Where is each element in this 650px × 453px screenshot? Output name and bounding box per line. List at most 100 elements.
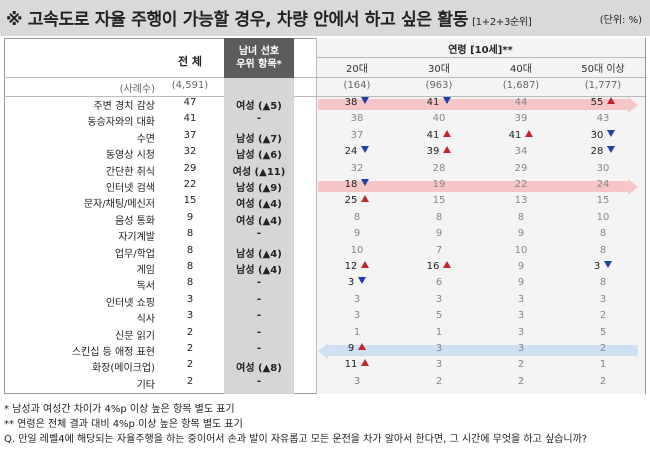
highlight-band-red: [318, 99, 628, 110]
sample-divider-left: [4, 96, 224, 97]
age-value: 7: [435, 244, 443, 256]
table-row: 간단한 취식 29 여성 (▲11) 32 28 29 30: [0, 163, 650, 178]
age-value: 3: [353, 293, 361, 305]
table-row: 인터넷 검색 22 남성 (▲9) 18 19 22 24: [0, 179, 650, 194]
activity-label: 수면: [136, 133, 155, 145]
activity-label: 신문 읽기: [115, 330, 155, 342]
gender-column-bg: [224, 38, 294, 394]
gender-preference: 여성 (▲5): [236, 101, 282, 112]
header-divider-right: [294, 77, 645, 78]
sample-age-value: (1,687): [502, 80, 540, 91]
age-value: 10: [514, 244, 528, 256]
gender-preference: -: [256, 326, 262, 338]
age-value-cell: 8: [562, 277, 644, 288]
age-value-cell: 2: [398, 376, 480, 387]
activity-label: 기타: [136, 379, 155, 391]
gender-preference: 남성 (▲6): [236, 150, 282, 162]
down-triangle-icon: [607, 129, 616, 137]
activity-label: 인터넷 검색: [105, 183, 155, 194]
age-value-cell: 19: [398, 179, 480, 190]
down-triangle-icon: [361, 146, 370, 154]
age-value-cell: 18: [316, 179, 398, 190]
age-value: 2: [599, 375, 607, 387]
age-column-header: 20대: [346, 64, 368, 75]
age-value: 9: [353, 228, 361, 240]
activity-label: 업무/학업: [114, 248, 155, 260]
age-value: 32: [350, 162, 364, 174]
age-value-cell: 7: [398, 245, 480, 256]
gender-preference: -: [256, 310, 262, 322]
activity-label: 게임: [136, 265, 155, 276]
age-value: 8: [353, 211, 361, 223]
age-value-cell: 24: [562, 179, 644, 190]
gender-preference: 여성 (▲4): [236, 215, 282, 227]
activity-label: 인터넷 쇼핑: [105, 297, 155, 309]
gender-preference: 남성 (▲4): [236, 248, 282, 260]
age-value: 3: [517, 326, 525, 338]
total-value: 37: [183, 129, 197, 141]
age-value-cell: 1: [398, 327, 480, 338]
gender-header-line1: 남녀 선호: [238, 46, 280, 57]
total-value: 2: [186, 359, 194, 371]
age-value: 2: [517, 375, 525, 387]
age-value-cell: 38: [316, 97, 398, 108]
age-value: 38: [350, 113, 364, 125]
activity-label: 자기계발: [118, 232, 155, 244]
age-value-cell: 9: [316, 343, 398, 354]
activity-label: 스킨십 등 애정 표현: [71, 347, 155, 358]
total-value: 2: [186, 375, 194, 387]
age-value: 43: [596, 113, 610, 125]
total-value: 2: [186, 326, 194, 338]
activity-label: 식사: [136, 314, 155, 326]
age-value: 41: [426, 129, 440, 141]
activity-label: 간단한 취식: [105, 166, 155, 178]
age-value-cell: 24: [316, 146, 398, 157]
activity-label: 동승자와의 대화: [87, 117, 155, 129]
age-value-cell: 2: [562, 376, 644, 387]
highlight-arrow: [628, 178, 638, 195]
age-value: 18: [344, 179, 358, 190]
age-value: 8: [435, 211, 443, 223]
age-value-cell: 41: [398, 129, 480, 141]
gender-preference: 남성 (▲7): [236, 133, 282, 145]
table-row: 식사 3 - 3 5 3 2: [0, 310, 650, 325]
age-value-cell: 38: [316, 113, 398, 124]
age-value-cell: 2: [480, 359, 562, 370]
age-value: 15: [432, 195, 446, 207]
table-row: 자기계발 8 - 9 9 9 8: [0, 228, 650, 243]
age-value: 40: [432, 113, 446, 125]
age-value: 24: [596, 179, 610, 190]
up-triangle-icon: [358, 343, 367, 350]
total-value: 32: [183, 146, 197, 158]
age-value-cell: 1: [316, 327, 398, 338]
age-value: 2: [599, 343, 607, 354]
up-triangle-icon: [443, 146, 452, 154]
gender-preference: 여성 (▲11): [232, 166, 286, 178]
age-value-cell: 41: [480, 129, 562, 141]
age-value-cell: 13: [480, 195, 562, 206]
age-value-cell: 9: [316, 228, 398, 239]
down-triangle-icon: [361, 97, 370, 104]
down-triangle-icon: [443, 97, 452, 104]
age-value: 41: [426, 97, 440, 108]
age-value-cell: 30: [562, 129, 644, 141]
total-value: 8: [186, 244, 194, 256]
activity-label: 화장(메이크업): [91, 363, 155, 375]
table-row: 화장(메이크업) 2 여성 (▲8) 11 3 2 1: [0, 359, 650, 374]
table-row: 신문 읽기 2 - 1 1 3 5: [0, 327, 650, 342]
up-triangle-icon: [607, 97, 616, 104]
age-value-cell: 37: [316, 130, 398, 141]
age-value: 3: [353, 375, 361, 387]
age-value: 3: [353, 310, 361, 322]
up-triangle-icon: [361, 359, 370, 367]
up-triangle-icon: [443, 261, 452, 268]
age-value-cell: 32: [316, 163, 398, 174]
age-value: 3: [517, 310, 525, 322]
activity-label: 동영상 시청: [105, 150, 155, 162]
age-value-cell: 22: [480, 179, 562, 190]
age-value-cell: 43: [562, 113, 644, 124]
age-value: 41: [508, 129, 522, 141]
table-row: 동승자와의 대화 41 - 38 40 39 43: [0, 113, 650, 128]
total-value: 29: [183, 162, 197, 174]
age-value-cell: 3: [480, 294, 562, 305]
